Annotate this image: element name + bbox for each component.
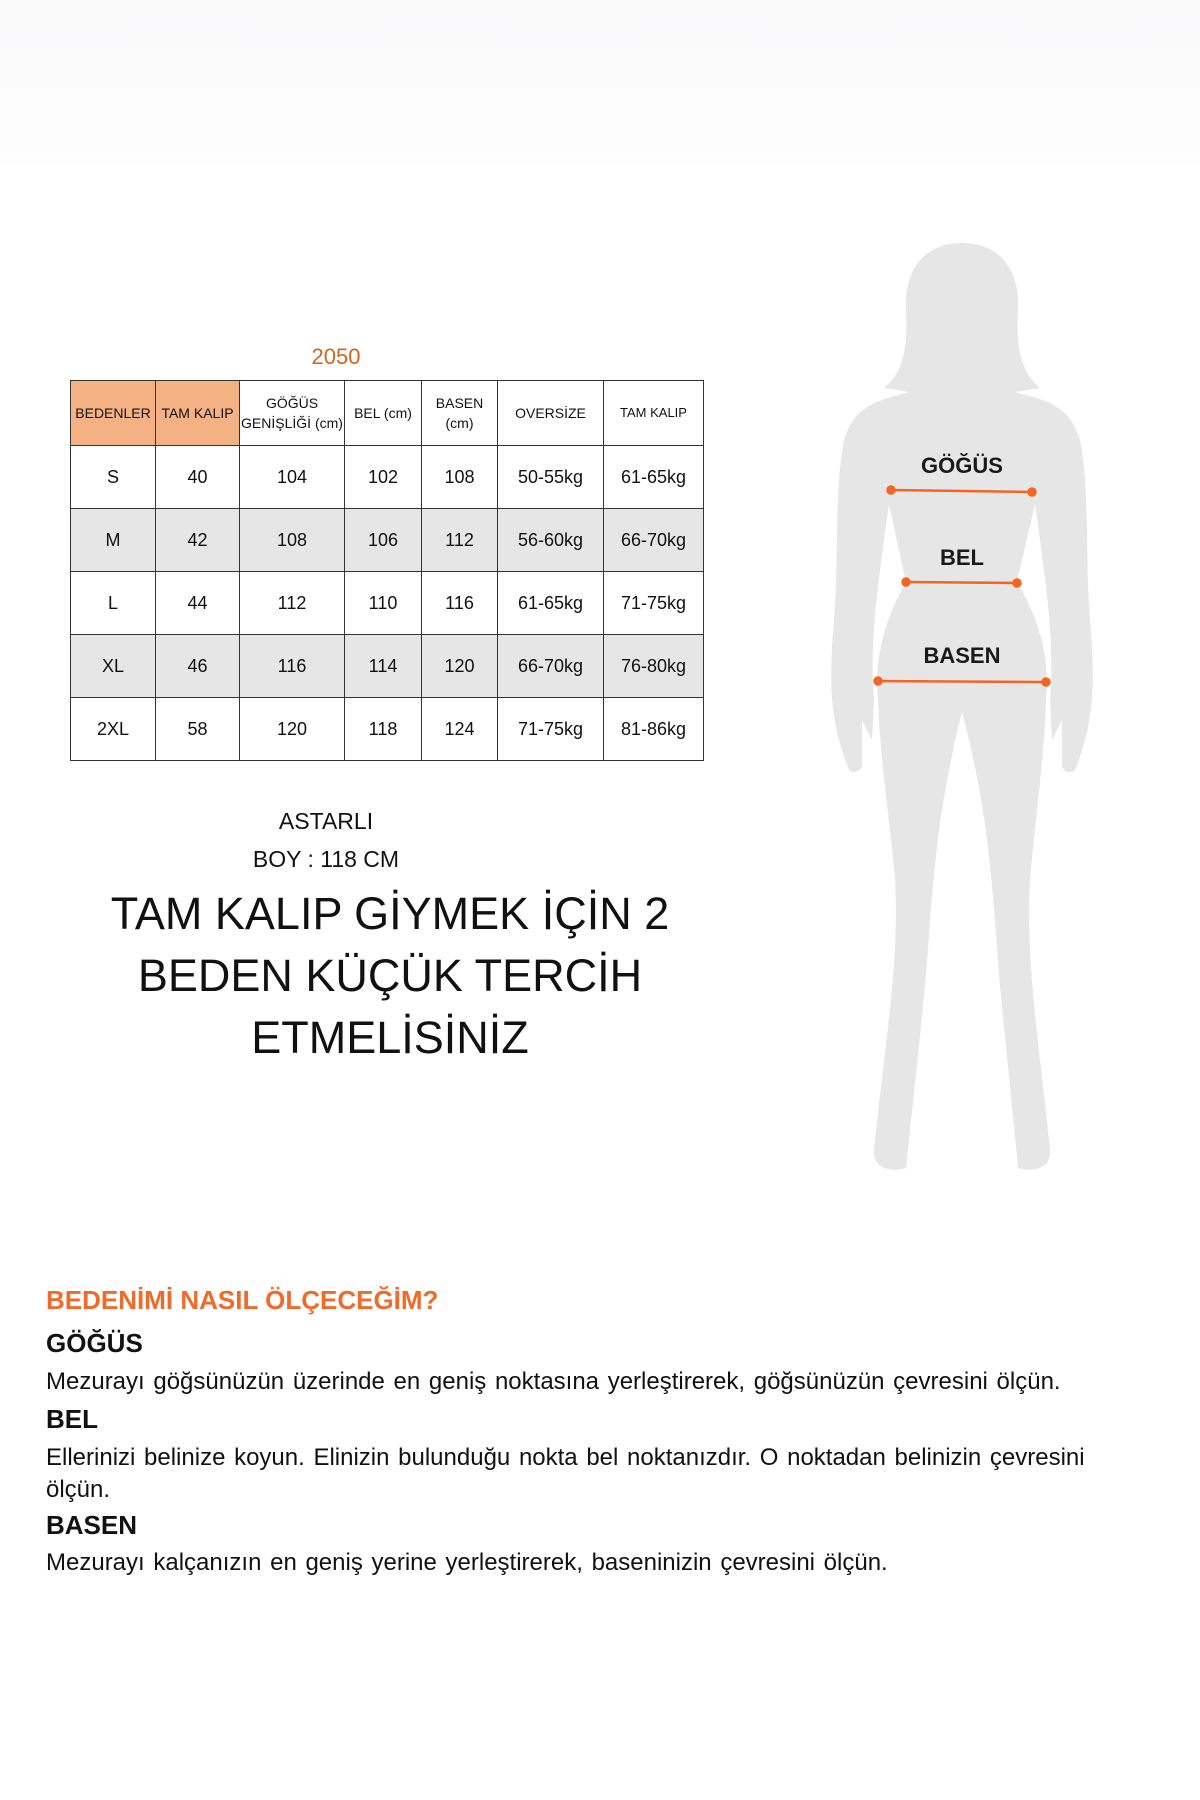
fit-advice: TAM KALIP GİYMEK İÇİN 2 BEDEN KÜÇÜK TERC… [80,883,700,1069]
table-cell: S [70,445,156,509]
table-cell: 58 [155,697,240,761]
header-cell: BASEN (cm) [421,380,498,446]
advice-line: TAM KALIP GİYMEK İÇİN 2 [110,888,670,939]
waist-label: BEL [940,545,984,570]
table-cell: 112 [421,508,498,572]
table-row: M 42 108 106 112 56-60kg 66-70kg [70,508,704,572]
table-cell: M [70,508,156,572]
table-cell: XL [70,634,156,698]
table-header-row: BEDENLER TAM KALIP GÖĞÜS GENİŞLİĞİ (cm) … [70,380,704,446]
header-cell: BEL (cm) [344,380,422,446]
chest-measure-dot [1027,487,1037,497]
table-cell: 66-70kg [497,634,604,698]
table-cell: 110 [344,571,422,635]
table-cell: 108 [239,508,345,572]
faded-header-band [0,0,1200,170]
table-cell: 44 [155,571,240,635]
body-measurement-figure: GÖĞÜS BEL BASEN [831,243,1093,1170]
table-cell: 2XL [70,697,156,761]
table-cell: 116 [239,634,345,698]
table-cell: 71-75kg [497,697,604,761]
table-row: L 44 112 110 116 61-65kg 71-75kg [70,571,704,635]
hip-measure-dot [1041,677,1051,687]
table-cell: 120 [421,634,498,698]
table-cell: 124 [421,697,498,761]
hip-instructions: Mezurayı kalçanızın en geniş yerine yerl… [46,1549,888,1576]
table-row: XL 46 116 114 120 66-70kg 76-80kg [70,634,704,698]
waist-measure-line [905,580,1018,585]
table-cell: 120 [239,697,345,761]
table-cell: 61-65kg [497,571,604,635]
chest-measure-line [890,488,1033,494]
body-silhouette [831,243,1093,1170]
table-cell: 112 [239,571,345,635]
advice-line: BEDEN KÜÇÜK TERCİH [137,950,643,1001]
table-cell: 50-55kg [497,445,604,509]
table-cell: 56-60kg [497,508,604,572]
table-row: 2XL 58 120 118 124 71-75kg 81-86kg [70,697,704,761]
header-cell: OVERSİZE [497,380,604,446]
waist-instructions: Ellerinizi belinize koyun. Elinizin bulu… [46,1444,1085,1503]
hip-measure-dot [873,676,883,686]
table-cell: 102 [344,445,422,509]
table-cell: 61-65kg [603,445,704,509]
table-cell: 81-86kg [603,697,704,761]
table-cell: 116 [421,571,498,635]
table-cell: 118 [344,697,422,761]
hip-label: BASEN [923,643,1000,668]
table-cell: 106 [344,508,422,572]
table-row: S 40 104 102 108 50-55kg 61-65kg [70,445,704,509]
table-cell: 66-70kg [603,508,704,572]
chest-measure-dot [886,485,896,495]
table-cell: 40 [155,445,240,509]
chest-instructions: Mezurayı göğsünüzün üzerinde en geniş no… [46,1368,1061,1395]
table-cell: 108 [421,445,498,509]
waist-measure-dot [901,577,911,587]
hip-measure-line [877,679,1047,684]
table-cell: 76-80kg [603,634,704,698]
header-cell: TAM KALIP [603,380,704,446]
table-cell: 71-75kg [603,571,704,635]
length-note: BOY : 118 CM [252,846,400,872]
hip-heading: BASEN [46,1510,138,1540]
advice-line: ETMELİSİNİZ [251,1012,529,1063]
lining-note: ASTARLI [278,808,374,834]
header-cell: BEDENLER [70,380,156,446]
waist-measure-dot [1012,578,1022,588]
table-cell: 42 [155,508,240,572]
product-code: 2050 [311,344,361,369]
header-cell: GÖĞÜS GENİŞLİĞİ (cm) [239,380,345,446]
guide-title: BEDENİMİ NASIL ÖLÇECEĞİM? [46,1285,439,1315]
waist-heading: BEL [46,1404,98,1434]
table-cell: L [70,571,156,635]
table-cell: 114 [344,634,422,698]
header-cell: TAM KALIP [155,380,240,446]
table-cell: 46 [155,634,240,698]
chest-label: GÖĞÜS [921,453,1003,478]
size-chart-table: BEDENLER TAM KALIP GÖĞÜS GENİŞLİĞİ (cm) … [70,380,704,761]
table-cell: 104 [239,445,345,509]
chest-heading: GÖĞÜS [46,1328,143,1358]
